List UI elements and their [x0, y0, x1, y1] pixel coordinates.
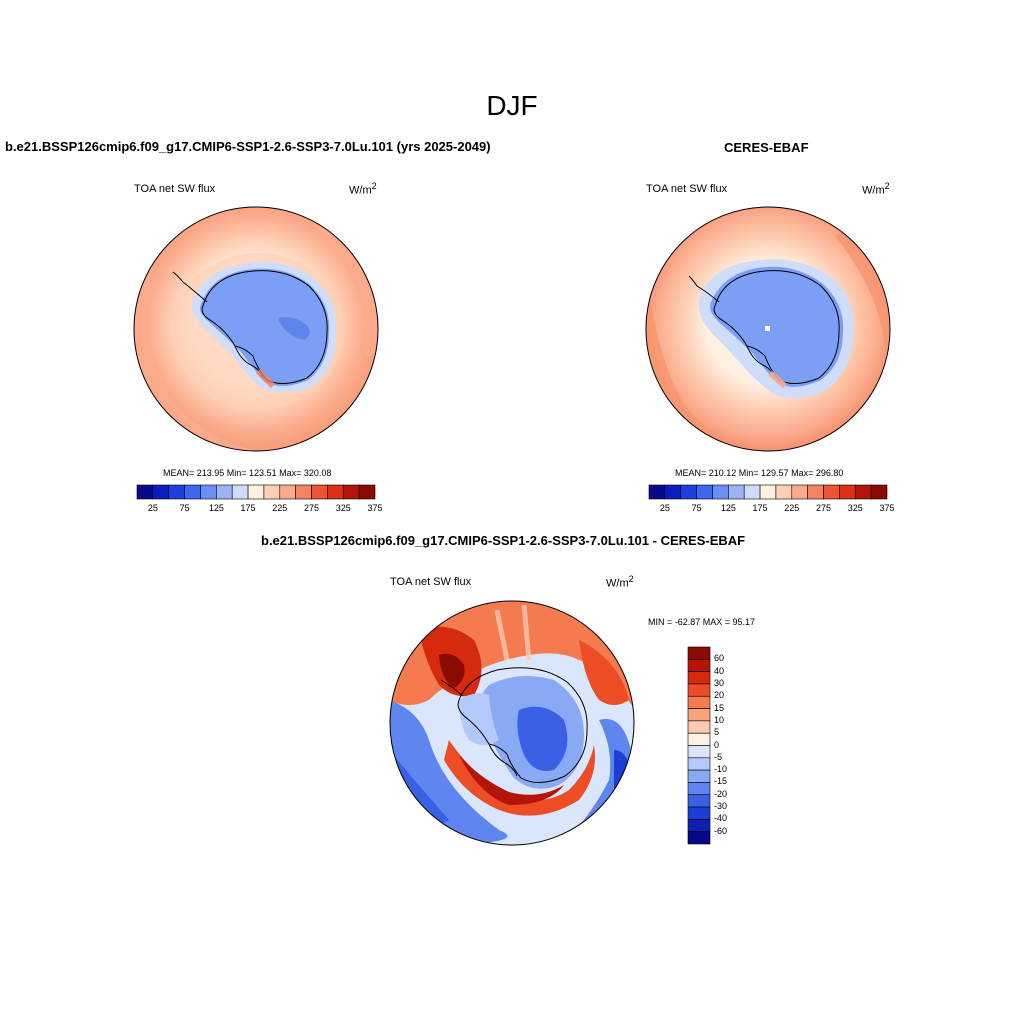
- colorbar-tick-label: 60: [714, 653, 725, 664]
- colorbar-box: [854, 484, 872, 500]
- colorbar-tick-label: 20: [714, 690, 725, 701]
- colorbar-tick-label: 175: [752, 503, 768, 513]
- panel-2-colorbar: [648, 484, 888, 500]
- colorbar-tick-label: 225: [272, 503, 288, 513]
- colorbar-box: [216, 484, 233, 500]
- panel-3-map: [389, 600, 635, 846]
- colorbar-box: [687, 782, 711, 796]
- colorbar-tick-label: 30: [714, 677, 725, 688]
- colorbar-tick-label: 125: [208, 503, 224, 513]
- colorbar-box: [839, 484, 856, 500]
- panel-1-map: [133, 206, 379, 452]
- colorbar-box: [247, 484, 265, 500]
- colorbar-box: [295, 484, 312, 500]
- colorbar-tick-label: 275: [816, 503, 832, 513]
- colorbar-tick-label: 40: [714, 665, 725, 676]
- panel-1-stats: MEAN= 213.95 Min= 123.51 Max= 320.08: [163, 468, 332, 478]
- colorbar-box: [687, 708, 711, 722]
- colorbar-box: [680, 484, 697, 500]
- panel-2-variable-label: TOA net SW flux: [646, 183, 728, 195]
- colorbar-tick-label: 10: [714, 714, 725, 725]
- colorbar-box: [823, 484, 840, 500]
- colorbar-box: [263, 484, 281, 500]
- colorbar-tick-label: 0: [714, 739, 720, 750]
- colorbar-box: [687, 745, 711, 759]
- colorbar-tick-label: 25: [147, 503, 158, 513]
- colorbar-tick-label: 75: [179, 503, 190, 513]
- colorbar-box: [759, 484, 777, 500]
- colorbar-box: [168, 484, 185, 500]
- colorbar-box: [687, 806, 711, 820]
- colorbar-tick-label: 175: [240, 503, 256, 513]
- panel-3-variable-label: TOA net SW flux: [390, 576, 472, 588]
- colorbar-box: [648, 484, 666, 500]
- colorbar-tick-label: 375: [367, 503, 383, 513]
- panel-2-map: [645, 206, 891, 452]
- colorbar-tick-label: -40: [714, 813, 728, 824]
- panel-3-title: b.e21.BSSP126cmip6.f09_g17.CMIP6-SSP1-2.…: [261, 533, 746, 548]
- colorbar-tick-label: 125: [720, 503, 736, 513]
- colorbar-tick-label: 75: [691, 503, 702, 513]
- colorbar-box: [687, 646, 711, 660]
- colorbar-box: [870, 484, 888, 500]
- colorbar-box: [687, 720, 711, 734]
- colorbar-box: [664, 484, 682, 500]
- colorbar-tick-label: -5: [714, 751, 723, 762]
- colorbar-tick-label: -60: [714, 825, 728, 836]
- colorbar-box: [687, 683, 711, 697]
- colorbar-tick-label: -20: [714, 788, 728, 799]
- colorbar-box: [136, 484, 154, 500]
- colorbar-box: [200, 484, 217, 500]
- colorbar-box: [687, 732, 711, 746]
- panel-3-units: W/m2: [606, 574, 634, 590]
- colorbar-tick-label: 375: [879, 503, 895, 513]
- colorbar-box: [743, 484, 761, 500]
- colorbar-box: [184, 484, 201, 500]
- colorbar-tick-label: -30: [714, 801, 728, 812]
- colorbar-box: [687, 671, 711, 685]
- colorbar-tick-label: 275: [304, 503, 320, 513]
- panel-1-variable-label: TOA net SW flux: [134, 183, 216, 195]
- colorbar-box: [152, 484, 170, 500]
- colorbar-tick-label: 15: [714, 702, 725, 713]
- panel-1-title: b.e21.BSSP126cmip6.f09_g17.CMIP6-SSP1-2.…: [5, 139, 491, 154]
- colorbar-tick-label: 325: [847, 503, 863, 513]
- colorbar-box: [358, 484, 376, 500]
- colorbar-box: [687, 794, 711, 808]
- colorbar-tick-label: -15: [714, 776, 728, 787]
- colorbar-box: [696, 484, 713, 500]
- colorbar-tick-label: 225: [784, 503, 800, 513]
- colorbar-box: [687, 819, 711, 832]
- colorbar-tick-label: 325: [335, 503, 351, 513]
- colorbar-tick-label: 5: [714, 727, 720, 738]
- panel-3-colorbar: [687, 646, 711, 845]
- colorbar-box: [687, 695, 711, 709]
- colorbar-tick-label: -10: [714, 764, 728, 775]
- panel-3-stats: MIN = -62.87 MAX = 95.17: [648, 617, 756, 627]
- colorbar-box: [712, 484, 729, 500]
- colorbar-box: [728, 484, 745, 500]
- panel-2-stats: MEAN= 210.12 Min= 129.57 Max= 296.80: [675, 468, 844, 478]
- colorbar-box: [687, 769, 711, 783]
- colorbar-box: [342, 484, 360, 500]
- colorbar-box: [311, 484, 328, 500]
- colorbar-box: [791, 484, 808, 500]
- colorbar-box: [327, 484, 344, 500]
- panel-2-title: CERES-EBAF: [724, 140, 809, 155]
- colorbar-box: [687, 659, 711, 672]
- colorbar-box: [231, 484, 249, 500]
- figure-title: DJF: [486, 90, 538, 121]
- colorbar-box: [279, 484, 296, 500]
- panel-1-units: W/m2: [349, 181, 377, 197]
- colorbar-tick-label: 25: [659, 503, 670, 513]
- colorbar-box: [807, 484, 824, 500]
- colorbar-box: [687, 757, 711, 771]
- panel-2-units: W/m2: [862, 181, 890, 197]
- colorbar-box: [775, 484, 793, 500]
- panel-1-colorbar: [136, 484, 376, 500]
- colorbar-box: [687, 831, 711, 845]
